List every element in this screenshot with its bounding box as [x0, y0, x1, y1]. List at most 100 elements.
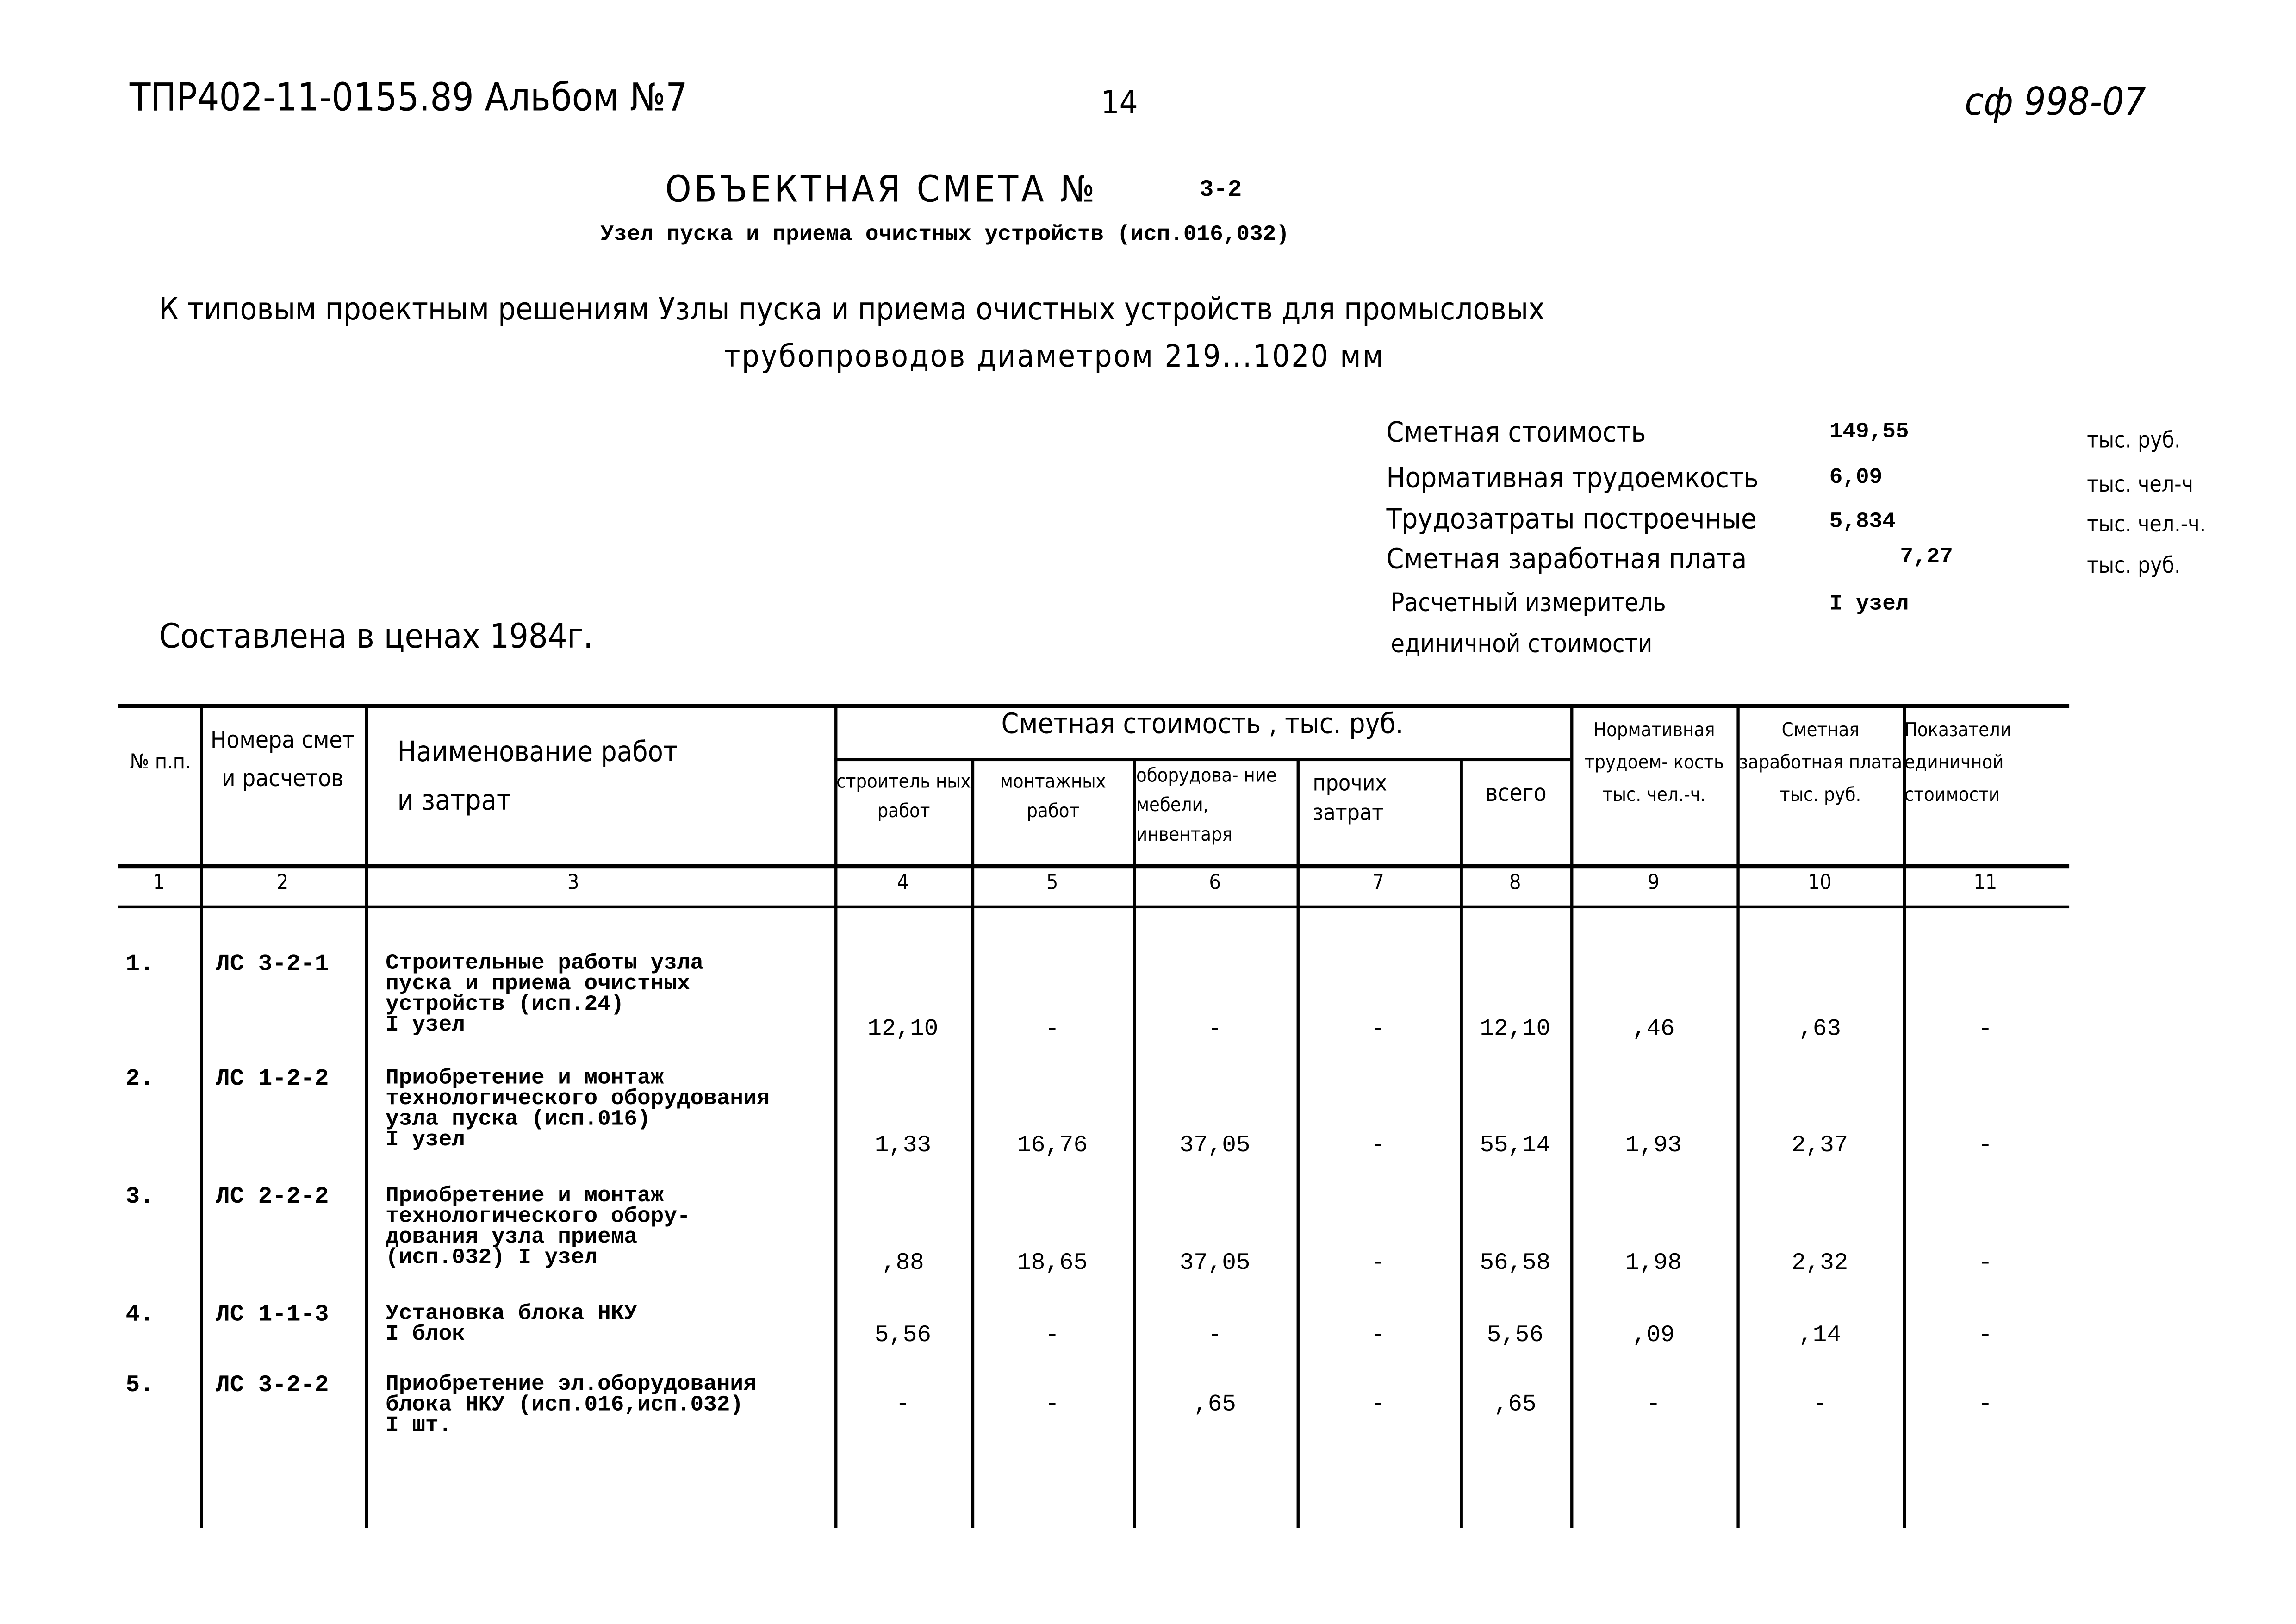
cell-c6: 37,05	[1179, 1249, 1251, 1277]
header-wages: Сметная заработная плата тыс. руб.	[1739, 720, 1903, 807]
cell-c9: -	[1646, 1391, 1661, 1418]
cell-c8: 55,14	[1480, 1132, 1551, 1159]
cell-c5: -	[1045, 1016, 1059, 1043]
cell-c6: ,65	[1194, 1391, 1236, 1418]
cell-c9: ,09	[1632, 1322, 1675, 1349]
estimate-code: ЛС 3-2-1	[216, 951, 329, 978]
column-number: 6	[1209, 871, 1221, 895]
column-number: 9	[1647, 871, 1660, 895]
work-name: Приобретение эл.оборудования блока НКУ (…	[386, 1372, 757, 1438]
estimate-code: ЛС 1-1-3	[216, 1301, 329, 1328]
work-name: Приобретение и монтаж технологического о…	[386, 1066, 770, 1153]
column-number: 3	[567, 871, 579, 895]
header-work-name: Наименование работ и затрат	[397, 736, 678, 817]
summary-value: 5,834	[1829, 509, 1896, 535]
summary-unit: тыс. чел.-ч.	[2087, 511, 2206, 537]
cell-c8: 56,58	[1480, 1249, 1551, 1277]
header-total: всего	[1485, 779, 1547, 807]
header-unit-cost: Показатели единичной стоимости	[1904, 720, 2011, 807]
row-number: 2.	[125, 1066, 154, 1093]
summary-label: Сметная стоимость	[1386, 416, 1646, 449]
cell-c10: ,14	[1798, 1322, 1841, 1349]
cell-c10: ,63	[1798, 1016, 1841, 1043]
cell-c4: -	[896, 1391, 910, 1418]
estimate-code: ЛС 2-2-2	[216, 1183, 329, 1210]
cell-c4: 5,56	[874, 1322, 931, 1349]
page-number: 14	[1101, 85, 1138, 122]
title-number: 3-2	[1199, 176, 1242, 203]
summary-unit: тыс. руб.	[2087, 427, 2181, 454]
header-cost-group: Сметная стоимость , тыс. руб.	[1001, 708, 1404, 741]
header-equipment: оборудова- ние мебели, инвентаря	[1136, 765, 1277, 847]
project-line-1: К типовым проектным решениям Узлы пуска …	[159, 291, 1545, 327]
summary-value: 7,27	[1900, 544, 1953, 570]
handwritten-mark: сф 998-07	[1965, 81, 2146, 125]
cell-c10: 2,32	[1792, 1249, 1848, 1277]
cell-c7: -	[1371, 1322, 1386, 1349]
cell-c7: -	[1371, 1391, 1386, 1418]
column-number: 2	[276, 871, 289, 895]
cell-c5: -	[1045, 1322, 1059, 1349]
cell-c9: 1,98	[1625, 1249, 1682, 1277]
summary-label: Нормативная трудоемкость	[1386, 462, 1759, 495]
work-name: Установка блока НКУ I блок	[386, 1301, 638, 1347]
summary-unit: тыс. чел-ч	[2087, 471, 2194, 498]
cell-c10: -	[1812, 1391, 1827, 1418]
cell-c7: -	[1371, 1249, 1386, 1277]
row-number: 4.	[125, 1301, 154, 1328]
cell-c8: 12,10	[1480, 1016, 1551, 1043]
cell-c11: -	[1978, 1322, 1993, 1349]
work-name: Строительные работы узла пуска и приема …	[386, 951, 704, 1038]
column-number: 7	[1372, 871, 1384, 895]
cell-c6: 37,05	[1179, 1132, 1251, 1159]
header-number: № п.п.	[130, 750, 191, 775]
page-title: ОБЪЕКТНАЯ СМЕТА №	[665, 168, 1098, 211]
cell-c9: ,46	[1632, 1016, 1675, 1043]
cell-c9: 1,93	[1625, 1132, 1682, 1159]
cell-c5: 16,76	[1017, 1132, 1088, 1159]
header-estimate-codes: Номера смет и расчетов	[210, 725, 355, 792]
cell-c4: 1,33	[874, 1132, 931, 1159]
header-installation: монтажных работ	[1000, 771, 1106, 823]
header-other: прочих затрат	[1313, 770, 1387, 826]
cell-c6: -	[1207, 1322, 1222, 1349]
cell-c5: 18,65	[1017, 1249, 1088, 1277]
project-line-2: трубопроводов диаметром 219...1020 мм	[724, 338, 1385, 374]
column-number: 1	[153, 871, 165, 895]
cell-c11: -	[1978, 1391, 1993, 1418]
row-number: 3.	[125, 1183, 154, 1210]
cell-c10: 2,37	[1792, 1132, 1848, 1159]
cell-c11: -	[1978, 1016, 1993, 1043]
cell-c7: -	[1371, 1016, 1386, 1043]
work-name: Приобретение и монтаж технологического о…	[386, 1183, 691, 1271]
cell-c6: -	[1207, 1016, 1222, 1043]
cell-c4: ,88	[882, 1249, 924, 1277]
summary-value: 149,55	[1829, 419, 1909, 445]
column-number: 11	[1973, 871, 1997, 895]
summary-value: I узел	[1829, 592, 1909, 617]
row-number: 5.	[125, 1372, 154, 1399]
cell-c4: 12,10	[867, 1016, 939, 1043]
estimate-code: ЛС 3-2-2	[216, 1372, 329, 1399]
summary-unit: тыс. руб.	[2087, 552, 2181, 579]
column-number: 8	[1509, 871, 1521, 895]
document-code: ТПР402-11-0155.89 Альбом №7	[129, 76, 688, 121]
summary-value: 6,09	[1829, 465, 1883, 490]
cell-c8: ,65	[1493, 1391, 1537, 1418]
cell-c11: -	[1978, 1249, 1993, 1277]
cell-c5: -	[1045, 1391, 1059, 1418]
header-construction: строитель ных работ	[836, 771, 971, 823]
header-labor: Нормативная трудоем- кость тыс. чел.-ч.	[1584, 720, 1724, 807]
summary-label: Трудозатраты построечные	[1386, 503, 1757, 536]
summary-label: Расчетный измеритель	[1391, 589, 1666, 618]
subtitle: Узел пуска и приема очистных устройств (…	[600, 222, 1289, 248]
summary-label: единичной стоимости	[1391, 630, 1653, 660]
column-number: 4	[897, 871, 909, 895]
estimate-code: ЛС 1-2-2	[216, 1066, 329, 1093]
cell-c7: -	[1371, 1132, 1386, 1159]
column-number: 10	[1808, 871, 1832, 895]
column-number: 5	[1046, 871, 1058, 895]
cell-c11: -	[1978, 1132, 1993, 1159]
row-number: 1.	[125, 951, 154, 978]
